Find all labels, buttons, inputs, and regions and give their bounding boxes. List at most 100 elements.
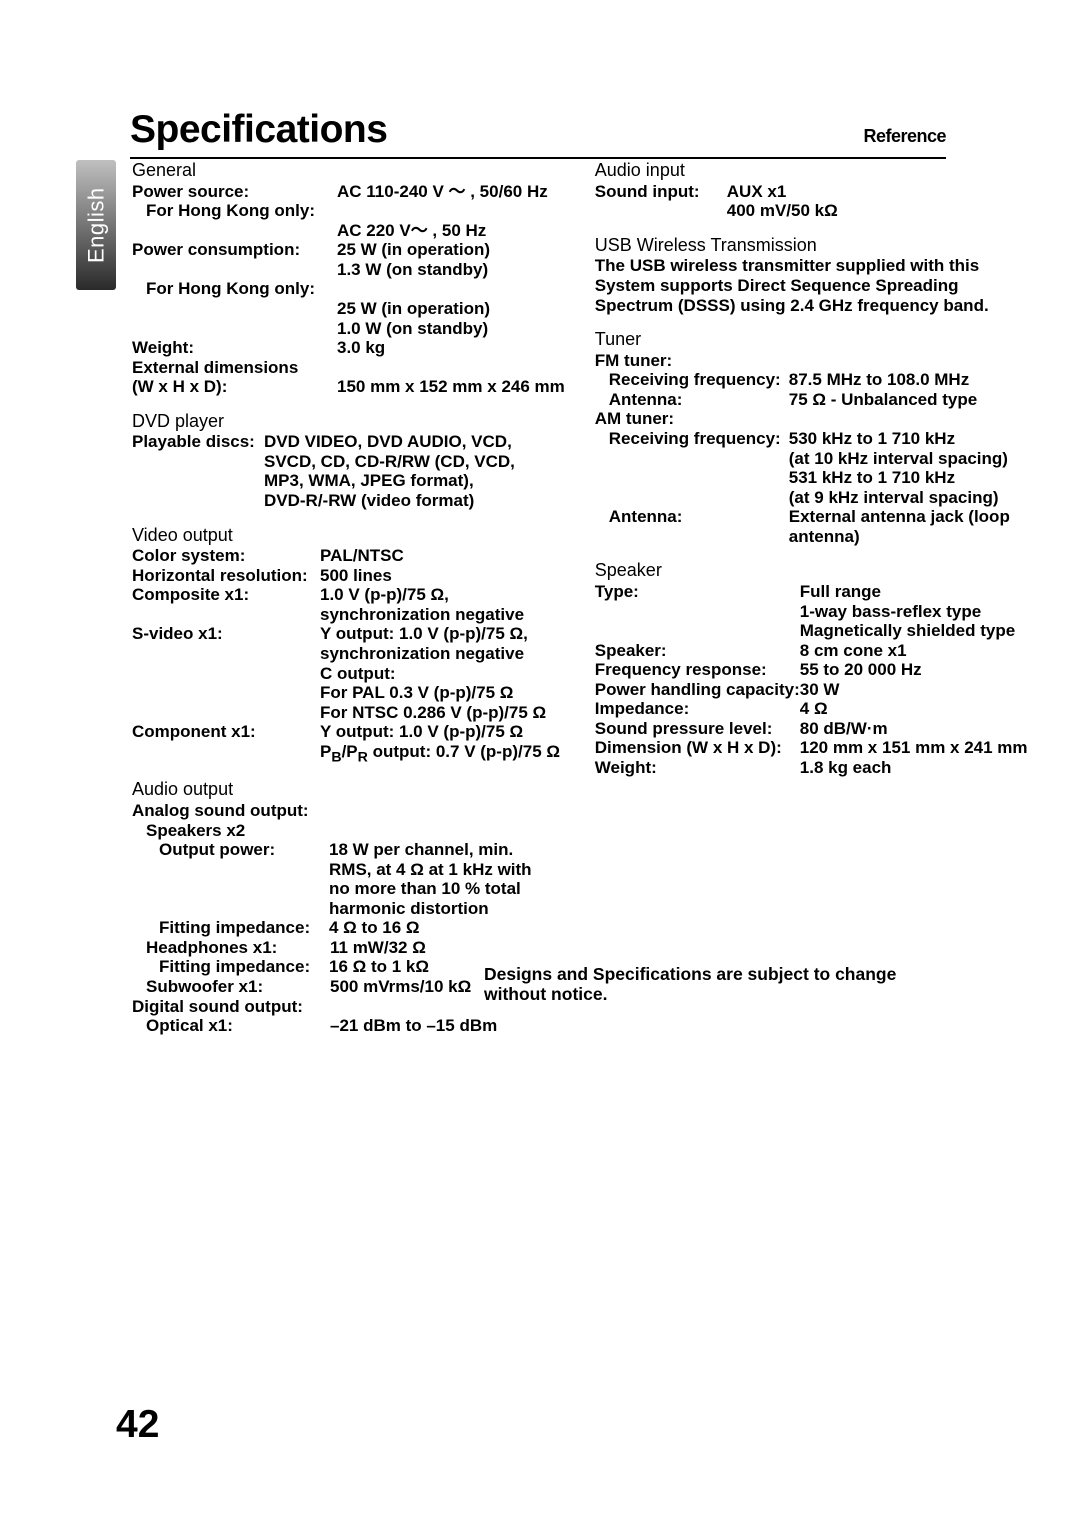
spec-row: (at 9 kHz interval spacing) bbox=[595, 488, 1028, 508]
spec-value: 531 kHz to 1 710 kHz bbox=[789, 468, 955, 488]
spec-label: Headphones x1: bbox=[146, 938, 330, 958]
spec-label: Power consumption: bbox=[132, 240, 337, 260]
spec-row: Playable discs:DVD VIDEO, DVD AUDIO, VCD… bbox=[132, 432, 565, 452]
spec-value: 75 Ω - Unbalanced type bbox=[789, 390, 977, 410]
spec-label: Speakers x2 bbox=[146, 821, 245, 841]
spec-value: 1.8 kg each bbox=[800, 758, 892, 778]
spec-label: Type: bbox=[595, 582, 800, 602]
spec-label: (W x H x D): bbox=[132, 377, 337, 397]
spec-value: no more than 10 % total bbox=[329, 879, 521, 899]
spec-value: Y output: 1.0 V (p-p)/75 Ω bbox=[320, 722, 523, 742]
spec-value: AC 220 V～ , 50 Hz bbox=[337, 221, 486, 241]
spec-label: S-video x1: bbox=[132, 624, 320, 644]
spec-spacer bbox=[132, 491, 264, 511]
spec-label: Composite x1: bbox=[132, 585, 320, 605]
spec-row: harmonic distortion bbox=[132, 899, 565, 919]
spec-row: Fitting impedance:4 Ω to 16 Ω bbox=[132, 918, 565, 938]
spec-row: Impedance:4 Ω bbox=[595, 699, 1028, 719]
spec-row: For PAL 0.3 V (p-p)/75 Ω bbox=[132, 683, 565, 703]
spec-label: Power source: bbox=[132, 182, 337, 202]
section-heading: Audio output bbox=[132, 779, 565, 800]
spec-value: (at 9 kHz interval spacing) bbox=[789, 488, 999, 508]
spec-label: Receiving frequency: bbox=[609, 429, 789, 449]
spec-spacer bbox=[132, 605, 320, 625]
spec-value: 3.0 kg bbox=[337, 338, 385, 358]
spec-row: C output: bbox=[132, 664, 565, 684]
spec-value: MP3, WMA, JPEG format), bbox=[264, 471, 474, 491]
spec-spacer bbox=[132, 452, 264, 472]
spec-row: 1-way bass-reflex type bbox=[595, 602, 1028, 622]
spec-spacer bbox=[595, 621, 800, 641]
page-title: Specifications bbox=[130, 108, 387, 153]
spec-value: 55 to 20 000 Hz bbox=[800, 660, 922, 680]
spec-row: Type:Full range bbox=[595, 582, 1028, 602]
spec-label: Frequency response: bbox=[595, 660, 800, 680]
spec-row: synchronization negative bbox=[132, 644, 565, 664]
spec-spacer bbox=[132, 221, 337, 241]
spec-label: Sound pressure level: bbox=[595, 719, 800, 739]
spec-value: 530 kHz to 1 710 kHz bbox=[789, 429, 955, 449]
spec-label: For Hong Kong only: bbox=[146, 279, 315, 299]
spec-value: 1.0 W (on standby) bbox=[337, 319, 488, 339]
spec-value: For PAL 0.3 V (p-p)/75 Ω bbox=[320, 683, 513, 703]
spec-spacer bbox=[595, 449, 789, 469]
right-column: Audio inputSound input:AUX x1400 mV/50 k… bbox=[595, 160, 1028, 1036]
spec-label: Output power: bbox=[159, 840, 329, 860]
spec-spacer bbox=[595, 468, 789, 488]
spec-value: For NTSC 0.286 V (p-p)/75 Ω bbox=[320, 703, 546, 723]
spec-row: Receiving frequency:530 kHz to 1 710 kHz bbox=[595, 429, 1028, 449]
spec-row: Frequency response:55 to 20 000 Hz bbox=[595, 660, 1028, 680]
spec-value: 8 cm cone x1 bbox=[800, 641, 907, 661]
spec-row: (at 10 kHz interval spacing) bbox=[595, 449, 1028, 469]
spec-value: synchronization negative bbox=[320, 605, 524, 625]
spec-row: MP3, WMA, JPEG format), bbox=[132, 471, 565, 491]
spec-spacer bbox=[132, 644, 320, 664]
spec-row: Speaker:8 cm cone x1 bbox=[595, 641, 1028, 661]
spec-row: FM tuner: bbox=[595, 351, 1028, 371]
spec-value: 500 mVrms/10 kΩ bbox=[330, 977, 471, 997]
spec-value: 18 W per channel, min. bbox=[329, 840, 513, 860]
spec-row: 531 kHz to 1 710 kHz bbox=[595, 468, 1028, 488]
spec-row: DVD-R/-RW (video format) bbox=[132, 491, 565, 511]
spec-value: PB/PR output: 0.7 V (p-p)/75 Ω bbox=[320, 742, 560, 766]
spec-row: Receiving frequency:87.5 MHz to 108.0 MH… bbox=[595, 370, 1028, 390]
spec-label: Horizontal resolution: bbox=[132, 566, 320, 586]
spec-row: AC 220 V～ , 50 Hz bbox=[132, 221, 565, 241]
spec-value: External antenna jack (loop bbox=[789, 507, 1010, 527]
spec-row: (W x H x D):150 mm x 152 mm x 246 mm bbox=[132, 377, 565, 397]
spec-value: antenna) bbox=[789, 527, 860, 547]
spec-row: SVCD, CD, CD-R/RW (CD, VCD, bbox=[132, 452, 565, 472]
spec-spacer bbox=[132, 471, 264, 491]
spec-row: For NTSC 0.286 V (p-p)/75 Ω bbox=[132, 703, 565, 723]
spec-row: Optical x1:–21 dBm to –15 dBm bbox=[132, 1016, 565, 1036]
spec-label: Color system: bbox=[132, 546, 320, 566]
spec-spacer bbox=[595, 602, 800, 622]
spec-spacer bbox=[132, 683, 320, 703]
spec-value: 400 mV/50 kΩ bbox=[727, 201, 838, 221]
title-bar: Specifications Reference bbox=[130, 108, 946, 159]
spec-row: 1.3 W (on standby) bbox=[132, 260, 565, 280]
spec-value: RMS, at 4 Ω at 1 kHz with bbox=[329, 860, 532, 880]
spec-value: 1.0 V (p-p)/75 Ω, bbox=[320, 585, 449, 605]
spec-row: Speakers x2 bbox=[132, 821, 565, 841]
page-subtitle: Reference bbox=[863, 126, 946, 147]
spec-value: 80 dB/W·m bbox=[800, 719, 888, 739]
spec-spacer bbox=[132, 703, 320, 723]
spec-value: Full range bbox=[800, 582, 881, 602]
spec-row: Headphones x1:11 mW/32 Ω bbox=[132, 938, 565, 958]
spec-label: Weight: bbox=[595, 758, 800, 778]
spec-label: FM tuner: bbox=[595, 351, 672, 371]
spec-value: 4 Ω bbox=[800, 699, 828, 719]
spec-value: 500 lines bbox=[320, 566, 392, 586]
spec-value: 120 mm x 151 mm x 241 mm bbox=[800, 738, 1028, 758]
spec-value: AC 110-240 V ～ , 50/60 Hz bbox=[337, 182, 548, 202]
spec-row: Weight:1.8 kg each bbox=[595, 758, 1028, 778]
spec-value: synchronization negative bbox=[320, 644, 524, 664]
spec-label: Subwoofer x1: bbox=[146, 977, 330, 997]
spec-spacer bbox=[132, 879, 329, 899]
spec-value: 150 mm x 152 mm x 246 mm bbox=[337, 377, 565, 397]
spec-row: Component x1:Y output: 1.0 V (p-p)/75 Ω bbox=[132, 722, 565, 742]
spec-label: Fitting impedance: bbox=[159, 957, 329, 977]
section-heading: DVD player bbox=[132, 411, 565, 432]
spec-row: 400 mV/50 kΩ bbox=[595, 201, 1028, 221]
